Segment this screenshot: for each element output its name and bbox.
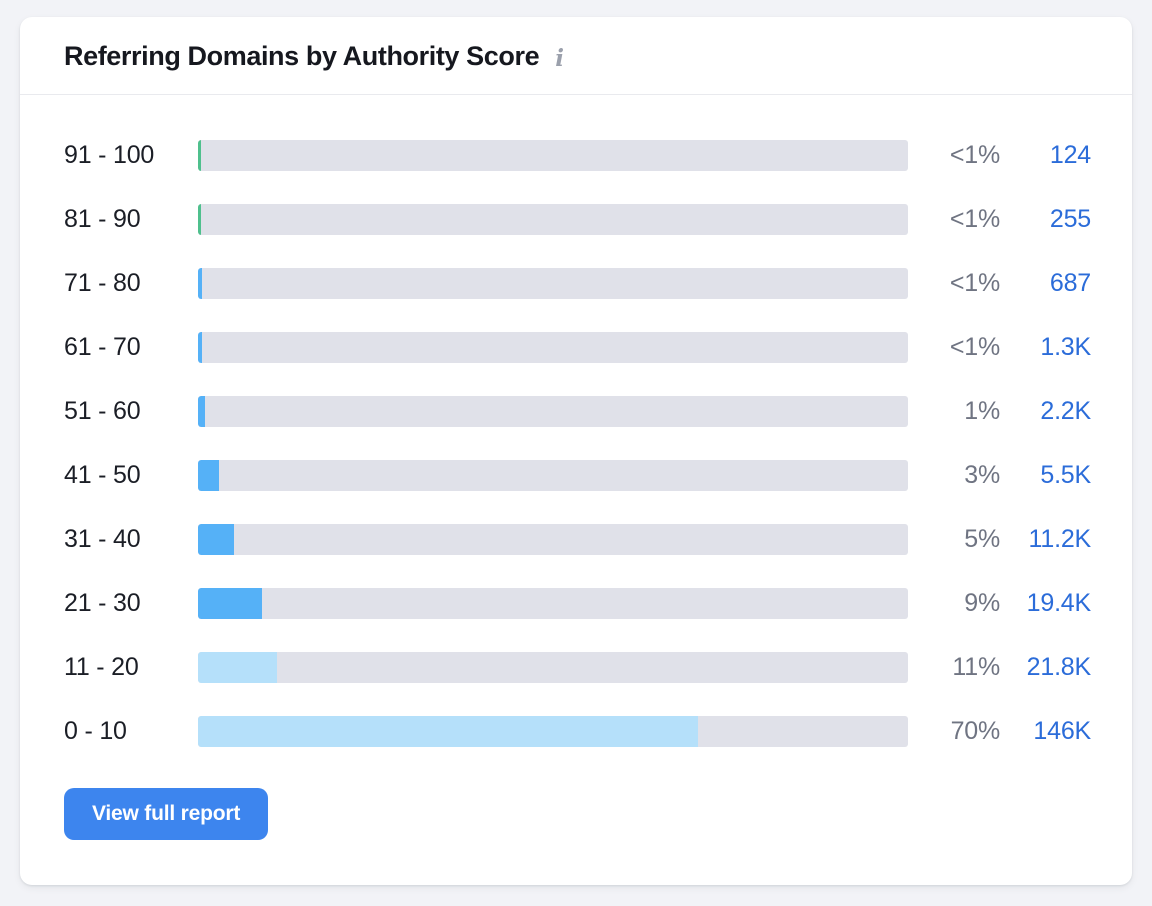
bar-fill bbox=[198, 331, 203, 363]
score-range-label: 41 - 50 bbox=[64, 460, 141, 489]
card-footer: View full report bbox=[20, 763, 1132, 840]
row-11-20: 11 - 20 11% 21.8K bbox=[64, 635, 1091, 699]
percent-label: 1% bbox=[964, 396, 1000, 425]
percent-label: <1% bbox=[949, 268, 1000, 297]
count-link[interactable]: 19.4K bbox=[1026, 588, 1092, 617]
score-range-label: 51 - 60 bbox=[64, 396, 141, 425]
score-range-label: 81 - 90 bbox=[64, 204, 141, 233]
count-link[interactable]: 124 bbox=[1049, 140, 1091, 169]
percent-label: <1% bbox=[949, 204, 1000, 233]
row-91-100: 91 - 100 <1% 124 bbox=[64, 123, 1091, 187]
percent-label: <1% bbox=[949, 140, 1000, 169]
bar-fill bbox=[198, 523, 234, 555]
bar-track bbox=[198, 331, 908, 363]
percent-label: 3% bbox=[964, 460, 1000, 489]
referring-domains-card: Referring Domains by Authority Score i 9… bbox=[20, 17, 1132, 885]
info-icon[interactable]: i bbox=[555, 44, 564, 72]
bar-track bbox=[198, 587, 908, 619]
bar-fill bbox=[198, 395, 206, 427]
score-range-label: 31 - 40 bbox=[64, 524, 141, 553]
row-41-50: 41 - 50 3% 5.5K bbox=[64, 443, 1091, 507]
score-range-label: 11 - 20 bbox=[64, 652, 139, 681]
score-range-label: 61 - 70 bbox=[64, 332, 141, 361]
row-0-10: 0 - 10 70% 146K bbox=[64, 699, 1091, 763]
count-link[interactable]: 11.2K bbox=[1028, 524, 1092, 553]
card-title: Referring Domains by Authority Score bbox=[64, 41, 540, 71]
score-range-label: 21 - 30 bbox=[64, 588, 141, 617]
card-header: Referring Domains by Authority Score i bbox=[20, 17, 1132, 95]
row-51-60: 51 - 60 1% 2.2K bbox=[64, 379, 1091, 443]
bar-fill bbox=[198, 139, 201, 171]
percent-label: <1% bbox=[949, 332, 1000, 361]
row-71-80: 71 - 80 <1% 687 bbox=[64, 251, 1091, 315]
count-link[interactable]: 5.5K bbox=[1040, 460, 1091, 489]
percent-label: 9% bbox=[964, 588, 1000, 617]
percent-label: 70% bbox=[950, 716, 1001, 745]
percent-label: 11% bbox=[952, 652, 1000, 681]
score-range-label: 0 - 10 bbox=[64, 716, 127, 745]
bar-fill bbox=[198, 587, 262, 619]
count-link[interactable]: 687 bbox=[1049, 268, 1091, 297]
count-link[interactable]: 21.8K bbox=[1026, 652, 1092, 681]
bar-fill bbox=[198, 715, 698, 747]
score-range-label: 71 - 80 bbox=[64, 268, 141, 297]
bar-track bbox=[198, 139, 908, 171]
bar-track bbox=[198, 523, 908, 555]
bar-fill bbox=[198, 459, 220, 491]
bar-fill bbox=[198, 651, 277, 683]
bar-track bbox=[198, 715, 908, 747]
row-61-70: 61 - 70 <1% 1.3K bbox=[64, 315, 1091, 379]
bar-track bbox=[198, 267, 908, 299]
score-range-label: 91 - 100 bbox=[64, 140, 155, 169]
row-31-40: 31 - 40 5% 11.2K bbox=[64, 507, 1091, 571]
count-link[interactable]: 255 bbox=[1049, 204, 1091, 233]
percent-label: 5% bbox=[964, 524, 1000, 553]
row-21-30: 21 - 30 9% 19.4K bbox=[64, 571, 1091, 635]
bar-track bbox=[198, 651, 908, 683]
row-81-90: 81 - 90 <1% 255 bbox=[64, 187, 1091, 251]
count-link[interactable]: 1.3K bbox=[1040, 332, 1091, 361]
bar-track bbox=[198, 395, 908, 427]
bar-fill bbox=[198, 267, 202, 299]
count-link[interactable]: 146K bbox=[1033, 716, 1091, 745]
bar-track bbox=[198, 459, 908, 491]
count-link[interactable]: 2.2K bbox=[1040, 396, 1091, 425]
bar-track bbox=[198, 203, 908, 235]
authority-score-rows: 91 - 100 <1% 124 81 - 90 <1% 255 71 - 80… bbox=[20, 95, 1132, 763]
bar-fill bbox=[198, 203, 202, 235]
view-full-report-button[interactable]: View full report bbox=[64, 788, 269, 840]
